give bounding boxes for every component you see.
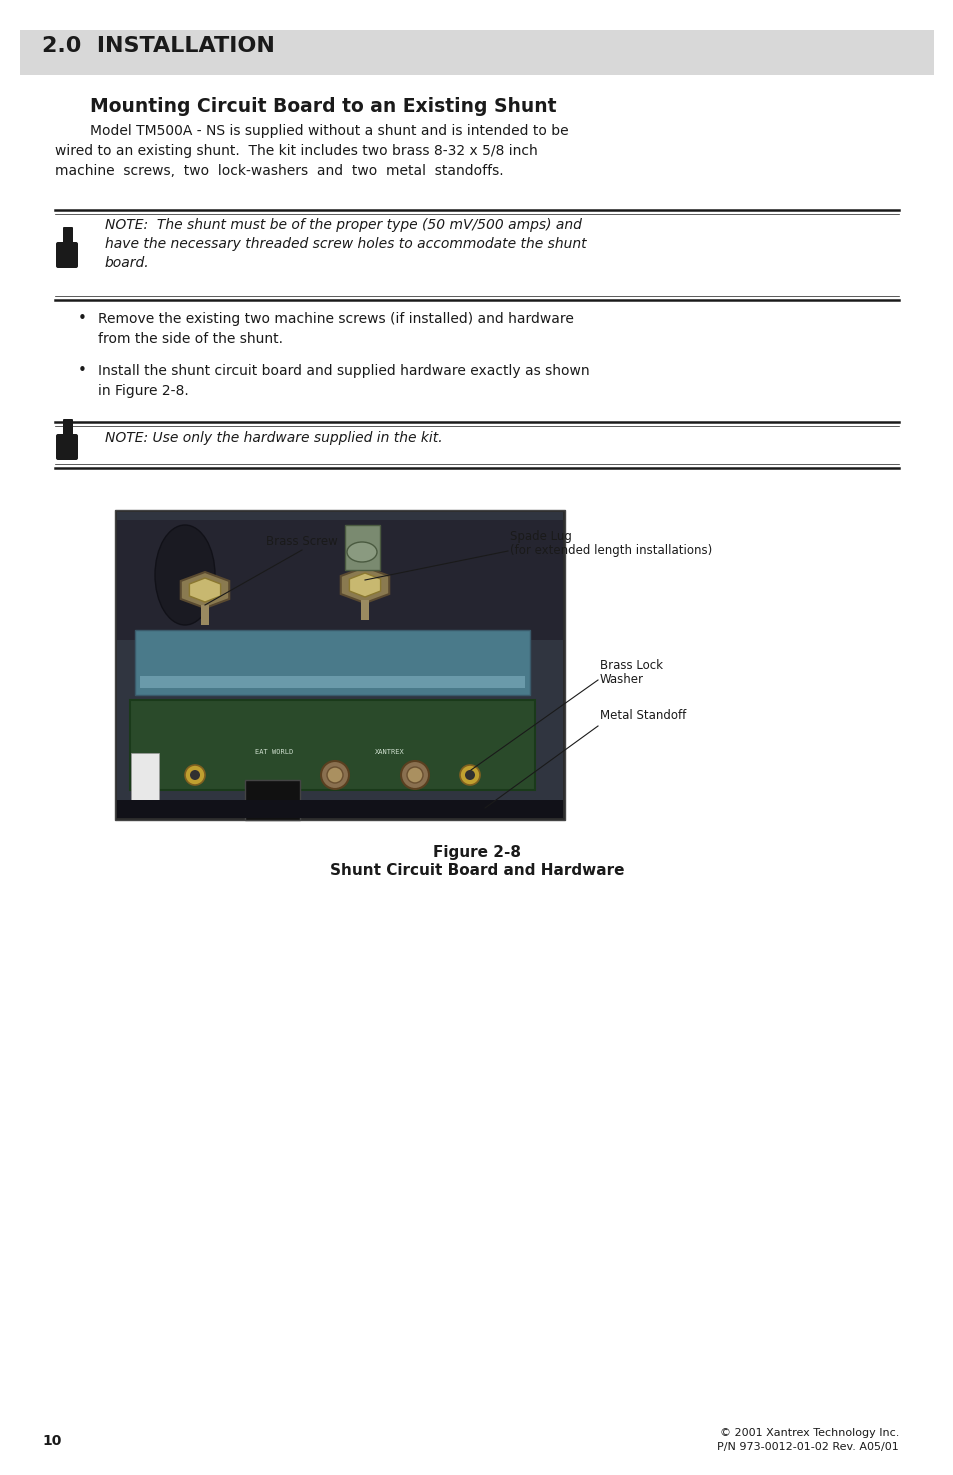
Text: Remove the existing two machine screws (if installed) and hardware: Remove the existing two machine screws (… [98,313,574,326]
FancyBboxPatch shape [56,242,78,268]
Text: •: • [78,311,87,326]
Circle shape [320,761,349,789]
Text: Mounting Circuit Board to an Existing Shunt: Mounting Circuit Board to an Existing Sh… [90,97,556,117]
Text: Brass Screw: Brass Screw [266,535,337,549]
Bar [201,605,209,625]
Circle shape [400,761,429,789]
Text: (for extended length installations): (for extended length installations) [510,544,712,558]
Bar [284,810,288,819]
Bar [276,810,281,819]
Bar [115,510,564,820]
Text: Model TM500A - NS is supplied without a shunt and is intended to be: Model TM500A - NS is supplied without a … [55,124,568,139]
Bar [20,30,933,75]
Text: •: • [78,363,87,378]
Text: Shunt Circuit Board and Hardware: Shunt Circuit Board and Hardware [330,863,623,878]
Bar [270,810,274,819]
Bar [140,676,524,687]
Bar [255,810,260,819]
Bar [117,521,562,640]
Text: Brass Lock: Brass Lock [599,659,662,673]
Ellipse shape [347,541,376,562]
Polygon shape [180,572,229,608]
Text: 2.0  INSTALLATION: 2.0 INSTALLATION [42,35,274,56]
Text: Spade Lug: Spade Lug [510,530,571,543]
Bar [117,512,562,819]
FancyBboxPatch shape [56,434,78,460]
Text: from the side of the shunt.: from the side of the shunt. [98,332,283,347]
Bar [263,810,267,819]
Text: Install the shunt circuit board and supplied hardware exactly as shown: Install the shunt circuit board and supp… [98,364,589,378]
Bar [345,525,379,569]
FancyBboxPatch shape [63,227,73,246]
Text: machine  screws,  two  lock-washers  and  two  metal  standoffs.: machine screws, two lock-washers and two… [55,164,503,178]
Text: Metal Standoff: Metal Standoff [599,709,685,721]
Text: P/N 973-0012-01-02 Rev. A05/01: P/N 973-0012-01-02 Rev. A05/01 [717,1443,898,1451]
Polygon shape [340,566,389,603]
Text: wired to an existing shunt.  The kit includes two brass 8-32 x 5/8 inch: wired to an existing shunt. The kit incl… [55,145,537,158]
Bar [360,600,369,620]
FancyBboxPatch shape [63,419,73,440]
Circle shape [327,767,343,783]
Bar [245,780,299,820]
Circle shape [459,766,479,785]
Bar [135,630,530,695]
Circle shape [464,770,475,780]
Ellipse shape [154,525,214,625]
Bar [131,754,159,808]
Bar [249,810,253,819]
Text: NOTE:  The shunt must be of the proper type (50 mV/500 amps) and: NOTE: The shunt must be of the proper ty… [105,218,581,232]
Bar [130,701,535,791]
Circle shape [407,767,422,783]
Circle shape [185,766,205,785]
Polygon shape [349,572,380,597]
Text: in Figure 2-8.: in Figure 2-8. [98,384,189,398]
Bar [117,799,562,819]
Text: NOTE: Use only the hardware supplied in the kit.: NOTE: Use only the hardware supplied in … [105,431,442,445]
Text: 10: 10 [42,1434,61,1448]
Text: © 2001 Xantrex Technology Inc.: © 2001 Xantrex Technology Inc. [719,1428,898,1438]
Text: Figure 2-8: Figure 2-8 [433,845,520,860]
Circle shape [190,770,200,780]
Text: EAT WORLD: EAT WORLD [254,749,293,755]
Text: have the necessary threaded screw holes to accommodate the shunt: have the necessary threaded screw holes … [105,237,586,251]
Polygon shape [190,578,220,602]
Text: XANTREX: XANTREX [375,749,404,755]
Text: board.: board. [105,257,150,270]
Text: Washer: Washer [599,673,643,686]
